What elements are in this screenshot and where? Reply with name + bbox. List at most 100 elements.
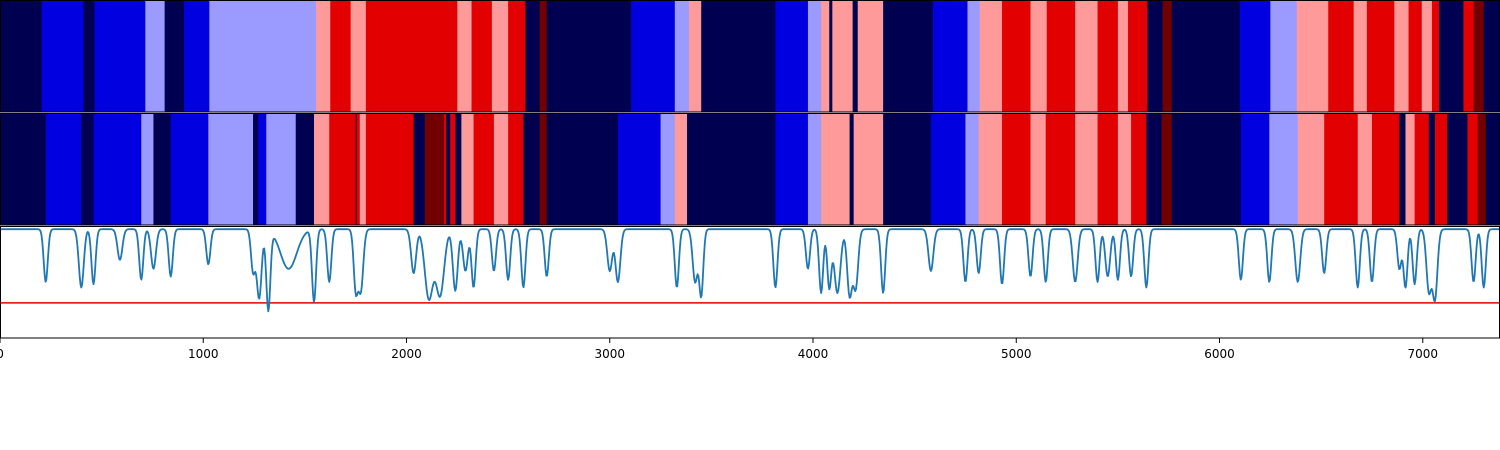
middle-track-segment-38 <box>849 113 855 225</box>
x-tick-label-6: 6000 <box>1204 347 1235 361</box>
signal-panel-background <box>0 226 1500 338</box>
top-track-segment-36 <box>1046 0 1076 112</box>
top-track-segment-20 <box>674 0 690 112</box>
top-track-segment-26 <box>829 0 833 112</box>
middle-track-segment-29 <box>539 113 548 225</box>
top-track-segment-48 <box>1353 0 1368 112</box>
middle-track-segment-15 <box>356 113 361 225</box>
middle-track-segment-14 <box>355 113 358 225</box>
top-track-segment-35 <box>1030 0 1048 112</box>
top-track-segment-19 <box>631 0 676 112</box>
x-tick-label-4: 4000 <box>798 347 829 361</box>
top-track-segment-42 <box>1162 0 1173 112</box>
middle-track-segment-53 <box>1171 113 1242 225</box>
top-track-segment-9 <box>330 0 352 112</box>
top-track-segment-18 <box>546 0 632 112</box>
middle-track-segment-6 <box>170 113 209 225</box>
top-track-segment-39 <box>1117 0 1129 112</box>
top-track-segment-55 <box>1463 0 1475 112</box>
top-track-segment-13 <box>471 0 493 112</box>
middle-track-segment-65 <box>1447 113 1469 225</box>
top-track-segment-1 <box>41 0 84 112</box>
middle-track-segment-62 <box>1414 113 1430 225</box>
x-axis: 0 1000 2000 3000 4000 5000 6000 7000 <box>0 338 1438 361</box>
middle-track-segment-46 <box>1045 113 1076 225</box>
middle-track-segment-68 <box>1485 113 1500 225</box>
top-track-segment-10 <box>350 0 367 112</box>
middle-track-segment-44 <box>1002 113 1032 225</box>
middle-track-segment-57 <box>1324 113 1359 225</box>
top-track-segment-57 <box>1483 0 1500 112</box>
middle-track-segment-0 <box>0 113 47 225</box>
top-track-segment-24 <box>807 0 822 112</box>
middle-track-segment-48 <box>1097 113 1119 225</box>
middle-track-segment-60 <box>1399 113 1407 225</box>
middle-track-segment-21 <box>446 113 451 225</box>
middle-track-segment-40 <box>883 113 932 225</box>
middle-track-segment-59 <box>1371 113 1400 225</box>
middle-track-segment-13 <box>329 113 357 225</box>
top-track-segment-8 <box>316 0 331 112</box>
middle-track-segment-67 <box>1477 113 1487 225</box>
middle-track-segment-3 <box>93 113 142 225</box>
top-track-segment-54 <box>1439 0 1465 112</box>
top-track-segment-38 <box>1097 0 1119 112</box>
top-track-segment-11 <box>365 0 458 112</box>
top-track-segment-30 <box>883 0 934 112</box>
middle-track-segment-33 <box>674 113 688 225</box>
middle-track-segment-49 <box>1117 113 1132 225</box>
top-track-segment-22 <box>701 0 777 112</box>
top-track-segment-43 <box>1171 0 1241 112</box>
x-tick-label-5: 5000 <box>1001 347 1032 361</box>
middle-track-segment-55 <box>1269 113 1299 225</box>
middle-track-segment-42 <box>965 113 980 225</box>
middle-track-segment-66 <box>1467 113 1479 225</box>
middle-track-segment-47 <box>1075 113 1099 225</box>
middle-track-segment-9 <box>258 113 267 225</box>
top-track-segment-50 <box>1394 0 1410 112</box>
middle-track-segment-39 <box>853 113 884 225</box>
middle-track-segment-31 <box>617 113 662 225</box>
top-track-segment-31 <box>932 0 969 112</box>
middle-track-segment-32 <box>660 113 676 225</box>
x-tick-label-7: 7000 <box>1407 347 1438 361</box>
middle-track-segment-17 <box>365 113 415 225</box>
top-track-segment-47 <box>1328 0 1355 112</box>
middle-track-segment-4 <box>141 113 155 225</box>
signal-panel <box>0 226 1500 338</box>
top-track-segment-33 <box>979 0 1003 112</box>
middle-track-segment-11 <box>295 113 315 225</box>
top-track-segment-4 <box>145 0 166 112</box>
signal-series-line <box>0 228 1500 313</box>
top-track-segment-21 <box>689 0 702 112</box>
middle-track-segment-54 <box>1240 113 1270 225</box>
middle-track-segment-52 <box>1161 113 1173 225</box>
top-track-segment-53 <box>1431 0 1440 112</box>
top-track-segment-51 <box>1408 0 1423 112</box>
middle-track-segment-25 <box>473 113 495 225</box>
top-track-segment-7 <box>209 0 317 112</box>
middle-track-segment-45 <box>1030 113 1047 225</box>
top-track-segment-2 <box>83 0 96 112</box>
middle-track-segment-27 <box>508 113 524 225</box>
top-track-segment-3 <box>94 0 146 112</box>
middle-track-segment-61 <box>1405 113 1416 225</box>
top-track-segment-25 <box>821 0 830 112</box>
middle-track-segment-30 <box>546 113 619 225</box>
top-track-segment-32 <box>967 0 981 112</box>
top-track-segment-6 <box>183 0 210 112</box>
top-track-segment-12 <box>457 0 473 112</box>
top-track-segment-14 <box>491 0 509 112</box>
middle-track-segment-43 <box>978 113 1003 225</box>
top-track-segment-0 <box>0 0 43 112</box>
middle-track-segment-36 <box>807 113 822 225</box>
middle-track-segment-34 <box>686 113 776 225</box>
middle-track-segment-63 <box>1428 113 1436 225</box>
middle-track-segment-56 <box>1297 113 1325 225</box>
middle-track-segment-64 <box>1434 113 1448 225</box>
top-track-segment-44 <box>1239 0 1271 112</box>
middle-track-segment-58 <box>1357 113 1373 225</box>
x-tick-label-3: 3000 <box>594 347 625 361</box>
